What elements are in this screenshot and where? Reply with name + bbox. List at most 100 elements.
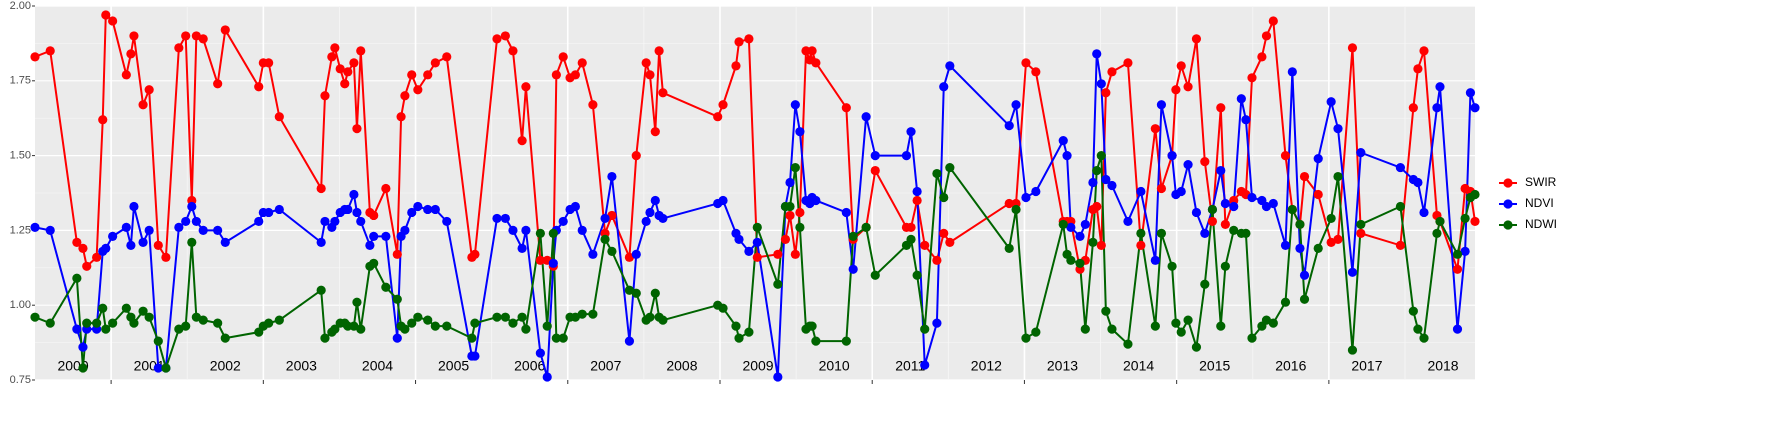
data-point	[126, 240, 136, 250]
data-point	[577, 309, 587, 319]
data-point	[1183, 82, 1193, 92]
data-point	[1171, 318, 1181, 328]
data-point	[588, 249, 598, 259]
year-label: 2006	[514, 358, 545, 374]
year-label: 2014	[1123, 358, 1154, 374]
data-point	[1216, 321, 1226, 331]
data-point	[508, 318, 518, 328]
data-point	[1347, 267, 1358, 277]
data-point	[396, 112, 406, 122]
data-point	[369, 231, 379, 241]
data-point	[1167, 151, 1177, 161]
data-point	[641, 216, 651, 227]
data-point	[198, 225, 208, 235]
data-point	[1268, 198, 1278, 209]
data-point	[785, 177, 795, 188]
data-point	[1460, 246, 1470, 256]
data-point	[906, 127, 916, 137]
data-point	[650, 195, 660, 206]
data-point	[213, 318, 223, 328]
data-point	[773, 249, 783, 259]
data-point	[1101, 306, 1111, 316]
data-point	[650, 127, 660, 137]
data-point	[744, 34, 754, 44]
data-point	[181, 31, 191, 41]
data-point	[945, 237, 955, 247]
data-point	[734, 333, 744, 343]
data-point	[1107, 67, 1117, 77]
data-point	[920, 324, 930, 334]
data-point	[517, 312, 527, 322]
data-point	[521, 82, 531, 92]
data-point	[535, 255, 545, 265]
data-point	[1326, 237, 1336, 247]
data-point	[1326, 213, 1336, 224]
data-point	[101, 10, 111, 20]
data-point	[352, 124, 362, 134]
data-point	[1299, 294, 1310, 304]
data-point	[356, 324, 366, 334]
data-point	[1216, 165, 1226, 176]
data-point	[274, 315, 284, 325]
data-point	[191, 31, 201, 41]
data-point	[198, 34, 208, 44]
data-point	[731, 321, 741, 331]
data-point	[645, 70, 655, 80]
legend-marker	[1503, 178, 1513, 188]
data-point	[807, 321, 817, 331]
data-point	[1176, 327, 1186, 337]
data-point	[1295, 219, 1305, 230]
data-point	[407, 70, 417, 80]
data-point	[1207, 216, 1218, 227]
data-point	[795, 222, 805, 233]
data-point	[1419, 207, 1429, 218]
data-point	[841, 336, 851, 346]
data-point	[343, 204, 353, 215]
data-point	[1395, 162, 1406, 173]
data-point	[320, 91, 330, 101]
data-point	[811, 58, 821, 68]
data-point	[1062, 151, 1072, 161]
data-point	[1220, 219, 1230, 230]
data-point	[400, 324, 410, 334]
data-point	[1452, 249, 1463, 259]
data-point	[500, 31, 510, 41]
data-point	[912, 270, 922, 280]
data-point	[1470, 216, 1480, 227]
data-point	[1058, 136, 1068, 146]
data-point	[1470, 103, 1480, 113]
data-point	[220, 25, 230, 35]
data-point	[1080, 219, 1090, 230]
data-point	[153, 336, 163, 346]
data-point	[713, 112, 723, 122]
data-point	[1088, 237, 1098, 247]
year-label: 2004	[362, 358, 393, 374]
data-point	[912, 186, 922, 197]
data-point	[1075, 231, 1085, 241]
data-point	[645, 312, 655, 322]
legend-marker	[1503, 220, 1513, 230]
data-point	[82, 261, 92, 271]
data-point	[144, 225, 154, 235]
data-point	[327, 52, 337, 62]
data-point	[1066, 222, 1076, 233]
data-point	[861, 222, 871, 233]
data-point	[1452, 324, 1463, 334]
data-point	[1004, 121, 1014, 131]
year-label: 2010	[819, 358, 850, 374]
data-point	[316, 285, 326, 295]
data-point	[870, 151, 880, 161]
data-point	[1136, 240, 1146, 250]
y-tick-label: 2.00	[10, 0, 31, 12]
year-label: 2015	[1199, 358, 1230, 374]
data-point	[1200, 279, 1210, 289]
year-label: 2016	[1275, 358, 1306, 374]
data-point	[548, 258, 558, 268]
data-point	[773, 372, 783, 382]
data-point	[442, 321, 452, 331]
data-point	[752, 222, 762, 233]
data-point	[1313, 243, 1323, 253]
year-label: 2008	[666, 358, 697, 374]
data-point	[392, 249, 402, 259]
